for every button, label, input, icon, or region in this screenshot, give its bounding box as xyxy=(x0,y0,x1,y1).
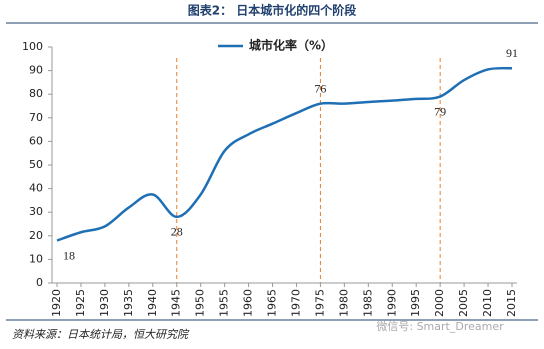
x-tick-label: 1930 xyxy=(98,289,111,317)
data-label: 18 xyxy=(63,248,75,262)
x-tick-label: 1995 xyxy=(409,289,422,317)
x-tick-label: 1970 xyxy=(289,289,302,317)
x-tick-label: 1920 xyxy=(50,289,63,317)
x-tick-label: 1940 xyxy=(146,289,159,317)
x-tick-label: 2015 xyxy=(505,289,518,317)
data-label: 76 xyxy=(314,81,326,95)
x-tick-label: 2005 xyxy=(457,289,470,317)
x-tick-label: 1975 xyxy=(313,289,326,317)
x-tick-label: 1960 xyxy=(242,289,255,317)
x-tick-label: 1945 xyxy=(170,289,183,317)
y-tick-label: 60 xyxy=(29,134,43,147)
data-label: 28 xyxy=(171,225,183,239)
data-label: 91 xyxy=(506,46,518,60)
data-line xyxy=(56,66,513,242)
y-tick-label: 20 xyxy=(29,229,43,242)
y-tick-label: 100 xyxy=(22,40,43,53)
data-label: 79 xyxy=(434,104,446,118)
x-tick-label: 1985 xyxy=(361,289,374,317)
chart-title: 图表2： 日本城市化的四个阶段 xyxy=(188,3,358,18)
x-tick-label: 1965 xyxy=(266,289,279,317)
x-tick-label: 1925 xyxy=(74,289,87,317)
x-tick-label: 2000 xyxy=(433,289,446,317)
y-tick-label: 0 xyxy=(36,276,43,289)
watermark: 微信号: Smart_Dreamer xyxy=(376,319,504,333)
y-tick-label: 30 xyxy=(29,205,43,218)
source-note: 资料来源：日本统计局，恒大研究院 xyxy=(12,328,190,341)
y-tick-label: 40 xyxy=(29,182,43,195)
x-tick-label: 2010 xyxy=(481,289,494,317)
x-tick-label: 1955 xyxy=(218,289,231,317)
y-tick-label: 90 xyxy=(29,64,43,77)
y-tick-label: 80 xyxy=(29,87,43,100)
y-tick-label: 70 xyxy=(29,111,43,124)
x-tick-label: 1990 xyxy=(385,289,398,317)
y-tick-label: 10 xyxy=(29,252,43,265)
y-tick-label: 50 xyxy=(29,158,43,171)
x-tick-label: 1950 xyxy=(194,289,207,317)
legend-label: 城市化率（%） xyxy=(249,38,333,53)
x-tick-label: 1935 xyxy=(122,289,135,317)
x-tick-label: 1980 xyxy=(337,289,350,317)
